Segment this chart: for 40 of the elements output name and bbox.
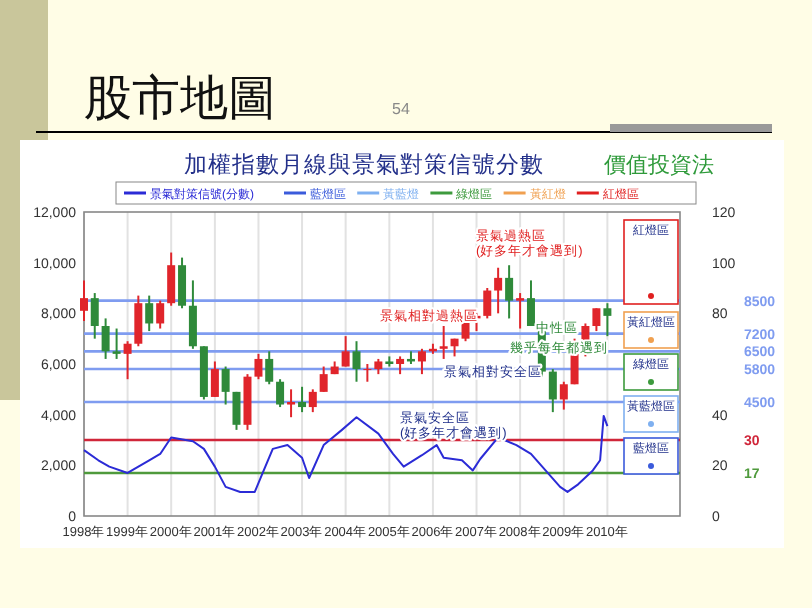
- line-series: [83, 414, 609, 493]
- candlestick: [112, 327, 121, 360]
- candlestick: [526, 279, 535, 327]
- candlestick: [548, 368, 557, 414]
- candlestick: [101, 317, 110, 360]
- text: 價值投資法: [604, 152, 714, 178]
- candlestick: [308, 388, 317, 414]
- candlestick: [505, 264, 514, 320]
- candlestick: [298, 385, 307, 414]
- candlestick: [254, 352, 263, 381]
- candlestick: [483, 287, 492, 320]
- candlestick: [516, 292, 525, 330]
- chart-subtitle: 加權指數月線與景氣對策信號分數: [184, 152, 544, 178]
- candlestick: [276, 378, 285, 409]
- candlestick: [287, 388, 296, 419]
- candlestick: [559, 380, 568, 411]
- candlestick: [265, 350, 274, 386]
- candlestick: [494, 266, 503, 315]
- text: 54: [392, 100, 411, 118]
- candlestick: [592, 307, 601, 333]
- candlestick: [352, 340, 361, 383]
- candlestick: [178, 256, 187, 310]
- candlestick: [232, 390, 241, 431]
- candlestick: [188, 279, 197, 350]
- candlestick: [80, 279, 88, 322]
- candlestick: [134, 294, 143, 348]
- candlestick: [341, 335, 350, 368]
- candlestick: [417, 347, 426, 376]
- candlestick: [603, 302, 612, 338]
- candlestick: [90, 292, 99, 340]
- candlestick: [210, 360, 219, 398]
- candlestick: [145, 294, 154, 333]
- candlestick: [123, 340, 132, 381]
- candlestick: [156, 299, 165, 330]
- candlestick: [319, 365, 328, 393]
- candlestick: [167, 251, 176, 307]
- candlestick: [439, 325, 448, 360]
- chart-title: 股市地圖: [84, 70, 276, 126]
- candlestick: [221, 365, 230, 406]
- candlestick: [363, 363, 372, 383]
